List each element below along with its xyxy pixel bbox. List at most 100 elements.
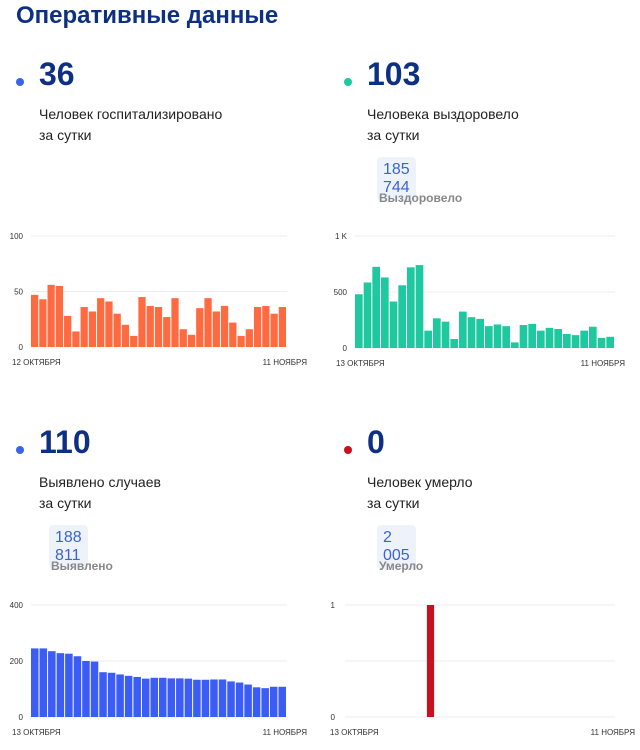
- bar: [372, 266, 380, 348]
- bar: [519, 325, 528, 348]
- bar: [80, 307, 88, 347]
- bar: [415, 265, 424, 348]
- total-label: Умерло: [379, 559, 424, 573]
- bar: [278, 686, 286, 717]
- bar: [450, 339, 458, 348]
- y-tick-label: 500: [334, 288, 348, 297]
- bar: [105, 301, 113, 347]
- desc-line2: за сутки: [367, 495, 420, 511]
- bar: [193, 679, 201, 717]
- chart-deaths: 0 1 13 ОКТЯБРЯ 11 НОЯБРЯ: [330, 601, 635, 737]
- page-title: Оперативные данные: [16, 2, 279, 29]
- bar: [99, 672, 107, 717]
- bar: [212, 311, 220, 347]
- bar: [545, 327, 554, 348]
- desc-line1: Человек госпитализировано: [39, 106, 223, 122]
- bar: [537, 330, 545, 348]
- bar: [502, 326, 510, 348]
- bar: [130, 335, 138, 347]
- chart-detected: 0 200 400 13 ОКТЯБРЯ 11 НОЯБРЯ: [10, 601, 308, 737]
- bar: [64, 315, 72, 347]
- bar: [363, 282, 372, 348]
- bar: [381, 277, 389, 348]
- bar: [227, 681, 235, 717]
- bar: [73, 656, 82, 717]
- y-tick-label: 1: [331, 601, 336, 610]
- bar: [261, 688, 269, 717]
- y-tick-label: 0: [331, 713, 336, 722]
- bar: [31, 294, 39, 347]
- bar: [72, 331, 80, 347]
- bar: [563, 334, 571, 348]
- x-end-label: 11 НОЯБРЯ: [263, 358, 308, 367]
- bar: [528, 323, 536, 348]
- bar: [253, 307, 262, 347]
- total-badge: 185 744: [377, 157, 416, 201]
- bar: [138, 297, 146, 347]
- description: Человека выздоровело за сутки: [367, 104, 519, 146]
- bar: [485, 326, 493, 348]
- bar: [244, 684, 252, 717]
- bar: [571, 335, 580, 348]
- value: 103: [367, 56, 421, 92]
- bar: [196, 308, 204, 347]
- bar: [269, 686, 278, 717]
- bar: [179, 329, 187, 347]
- total-label: Выявлено: [51, 559, 113, 573]
- bar: [176, 678, 184, 717]
- bar: [167, 678, 176, 717]
- bar: [237, 335, 245, 347]
- bar: [55, 285, 64, 347]
- desc-line2: за сутки: [39, 495, 92, 511]
- bar: [355, 294, 363, 348]
- y-tick-label: 0: [343, 344, 348, 353]
- bar: [229, 322, 237, 347]
- bar: [133, 676, 141, 717]
- x-start-label: 13 ОКТЯБРЯ: [330, 728, 379, 737]
- bar: [159, 677, 167, 717]
- bar: [597, 337, 606, 348]
- y-tick-label: 200: [10, 657, 24, 666]
- value: 110: [39, 424, 91, 460]
- bar: [82, 661, 90, 717]
- bar: [433, 318, 441, 348]
- bar: [407, 267, 415, 348]
- bar: [154, 307, 163, 347]
- desc-line2: за сутки: [39, 127, 92, 143]
- bar: [121, 324, 130, 347]
- bar: [511, 342, 519, 348]
- chart-hospitalized: 0 50 100 12 ОКТЯБРЯ 11 НОЯБРЯ: [10, 232, 308, 367]
- bar: [116, 674, 124, 717]
- desc-line1: Человека выздоровело: [367, 106, 519, 122]
- bar: [554, 328, 562, 348]
- bar: [31, 648, 39, 717]
- bar: [476, 318, 484, 348]
- bar: [606, 336, 614, 348]
- bar: [467, 317, 476, 348]
- value: 0: [367, 424, 385, 460]
- bar: [146, 305, 154, 347]
- y-tick-label: 1 K: [335, 232, 348, 241]
- x-start-label: 13 ОКТЯБРЯ: [336, 359, 385, 368]
- dot-icon: [16, 446, 24, 454]
- description: Выявлено случаев за сутки: [39, 472, 161, 514]
- y-tick-label: 50: [14, 288, 23, 297]
- bar: [90, 661, 99, 717]
- bar: [39, 648, 48, 717]
- bar: [184, 678, 193, 717]
- total-badge: 188 811: [49, 525, 88, 569]
- description: Человек госпитализировано за сутки: [39, 104, 222, 146]
- bar: [220, 305, 229, 347]
- dot-icon: [344, 446, 352, 454]
- bar: [441, 321, 450, 348]
- bar: [235, 682, 244, 717]
- bar: [580, 330, 588, 348]
- y-tick-label: 0: [19, 343, 24, 352]
- bar: [141, 678, 150, 717]
- total-label: Выздоровело: [379, 191, 463, 205]
- bar: [204, 298, 212, 347]
- y-tick-label: 0: [19, 713, 24, 722]
- y-tick-label: 100: [10, 232, 24, 241]
- desc-line2: за сутки: [367, 127, 420, 143]
- dot-icon: [344, 78, 352, 86]
